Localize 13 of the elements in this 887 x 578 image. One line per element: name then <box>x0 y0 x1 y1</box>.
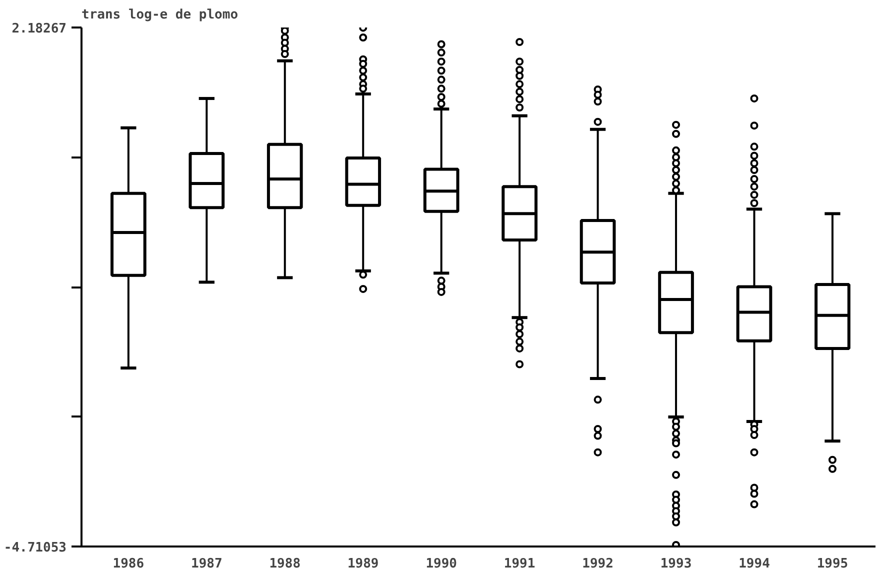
x-tick-label: 1992 <box>582 556 614 572</box>
x-tick-label: 1993 <box>660 556 692 572</box>
x-tick-label: 1990 <box>426 556 458 572</box>
x-tick-label: 1989 <box>347 556 379 572</box>
x-tick-label: 1986 <box>112 556 144 572</box>
y-tick-label: 2.18267 <box>12 22 67 36</box>
x-tick-label: 1988 <box>269 556 301 572</box>
y-axis-title: trans log-e de plomo <box>82 8 238 22</box>
x-tick-label: 1991 <box>504 556 536 572</box>
x-tick-label: 1987 <box>191 556 222 572</box>
x-tick-label: 1995 <box>816 556 848 572</box>
x-tick-label: 1994 <box>738 556 770 572</box>
y-tick-label: -4.71053 <box>4 540 67 556</box>
